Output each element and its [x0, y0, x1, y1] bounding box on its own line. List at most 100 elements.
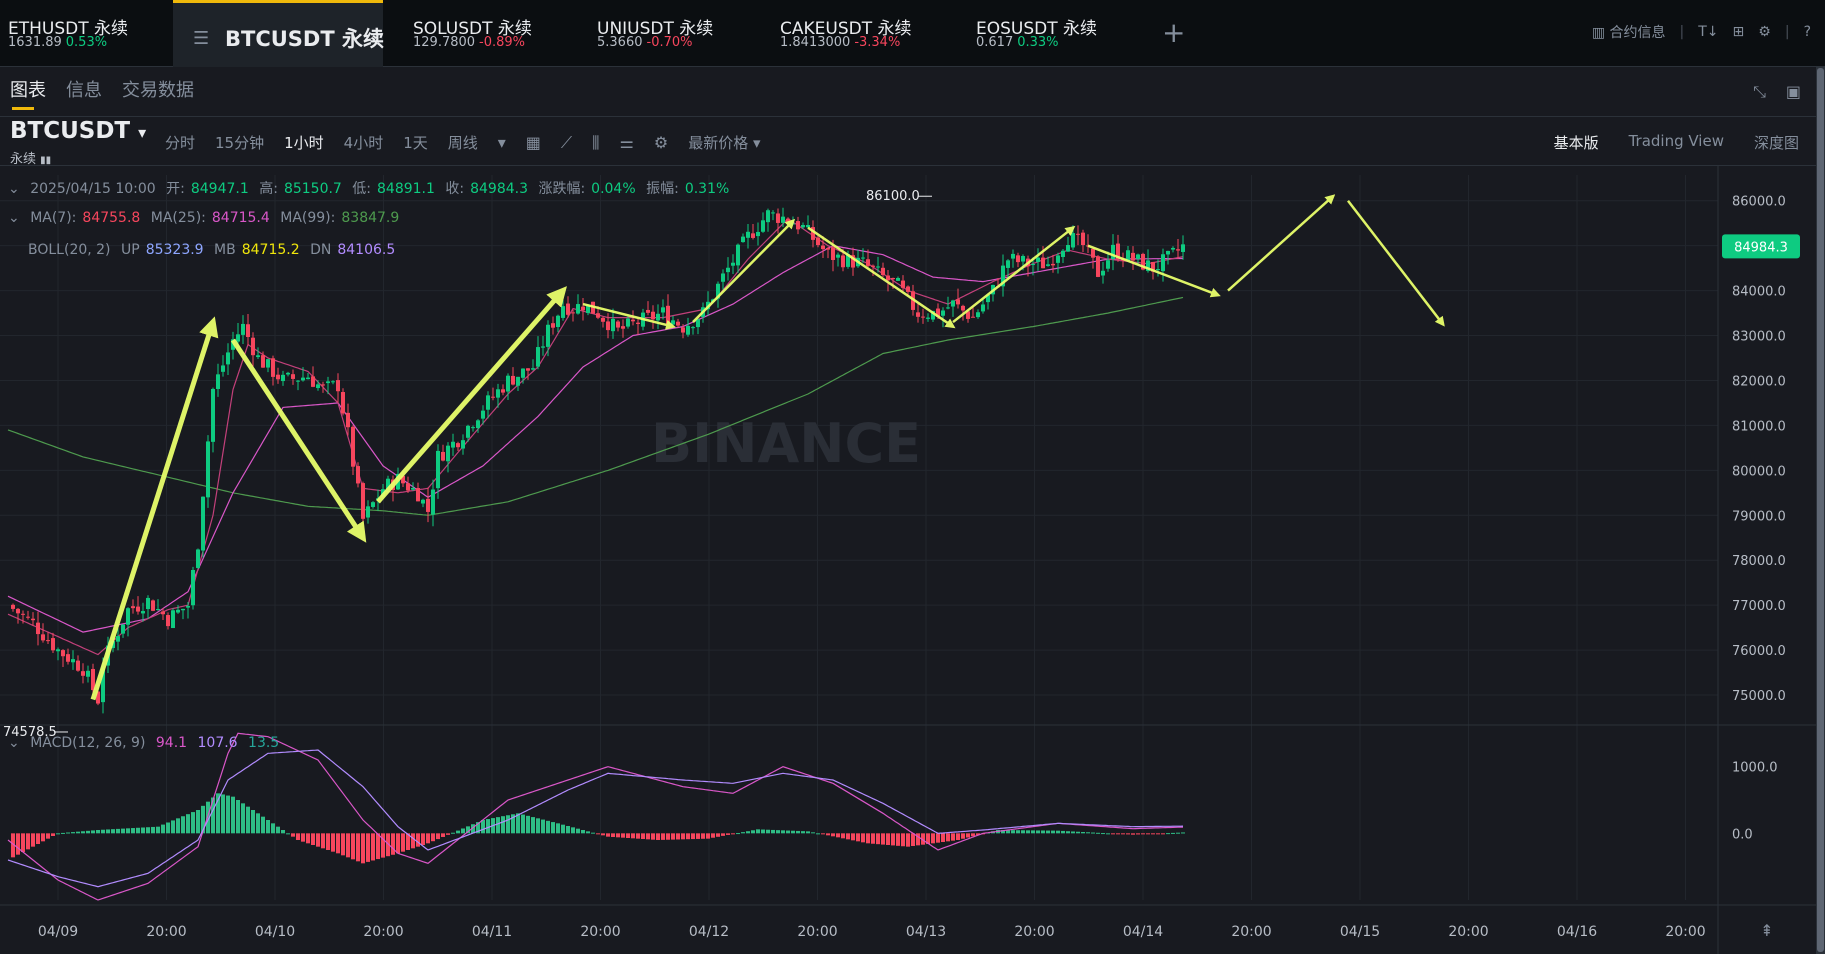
ticker-price: 0.617 — [976, 35, 1014, 50]
bars-icon: ▮▮ — [40, 155, 52, 166]
macd-hist-bar — [696, 833, 700, 839]
macd-hist-bar — [706, 833, 710, 839]
ma-legend: ⌄ MA(7): 84755.8 MA(25): 84715.4 MA(99): 83… — [8, 210, 405, 226]
chart-settings-icon[interactable]: ⚌ — [619, 133, 634, 152]
macd-hist-bar — [921, 833, 925, 845]
interval-button[interactable]: 15分钟 — [215, 134, 265, 152]
macd-hist-bar — [286, 833, 290, 835]
macd-hist-bar — [376, 833, 380, 860]
macd-hist-bar — [321, 833, 325, 849]
price-tick-label: 86000.0 — [1732, 195, 1786, 210]
interval-more-icon[interactable]: ▾ — [497, 133, 506, 152]
macd-hist-bar — [276, 826, 280, 834]
macd-hist-bar — [66, 832, 70, 834]
scrollbar-thumb[interactable] — [1817, 68, 1824, 952]
macd-hist-bar — [571, 827, 575, 834]
macd-hist-bar — [1041, 830, 1045, 834]
indicator-icon[interactable]: ⫼ — [592, 132, 600, 152]
interval-button[interactable]: 4小时 — [343, 134, 384, 152]
time-tick-label: 20:00 — [1665, 924, 1705, 940]
candle-body — [276, 374, 280, 380]
candle-body — [406, 483, 410, 491]
symbol-type: 永续 ▮▮ — [10, 148, 51, 167]
macd-hist-bar — [301, 833, 305, 842]
annotation-arrow — [90, 316, 219, 701]
candle-body — [11, 604, 15, 609]
macd-hist-bar — [1106, 833, 1110, 835]
collapse-icon[interactable]: ⌄ — [8, 210, 20, 226]
macd-hist-bar — [216, 793, 220, 834]
watermark: BINANCE — [651, 412, 921, 475]
annotation-arrows — [90, 194, 1445, 701]
draw-line-icon[interactable]: ⟋ — [560, 132, 573, 152]
macd-hist-bar — [1046, 830, 1050, 834]
candle-body — [26, 616, 30, 618]
ticker-tab-eosusdt[interactable]: EOSUSDT 永续 0.617 0.33% — [968, 0, 1128, 66]
view-tradingview[interactable]: Trading View — [1628, 132, 1724, 150]
candle-body — [776, 213, 780, 223]
symbol-selector[interactable]: BTCUSDT ▾ — [10, 118, 146, 144]
macd-hist-bar — [121, 828, 125, 834]
macd-hist-bar — [71, 832, 75, 834]
layout-icon[interactable]: ▣ — [1785, 82, 1801, 101]
help-icon[interactable]: ? — [1803, 24, 1811, 40]
text-size-icon[interactable]: T↓ — [1698, 24, 1719, 40]
macd-hist-bar — [136, 827, 140, 834]
ticker-price-row: 0.617 0.33% — [976, 35, 1059, 50]
ticker-symbol: SOLUSDT 永续 — [413, 19, 532, 39]
ticker-tab-cakeusdt[interactable]: CAKEUSDT 永续 1.8413000 -3.34% — [772, 0, 952, 66]
macd-dif-value: 94.1 — [155, 735, 188, 751]
price-axis: 86000.085000.084000.083000.082000.081000… — [1722, 195, 1800, 842]
annotation-arrow — [1347, 199, 1445, 327]
tab-chart[interactable]: 图表 — [10, 76, 46, 110]
candle-body — [261, 355, 265, 368]
candle-body — [216, 374, 220, 389]
macd-hist-bar — [916, 833, 920, 846]
collapse-icon[interactable]: ⤡ — [1753, 82, 1766, 101]
candle-body — [401, 475, 405, 484]
ticker-tab-btcusdt[interactable]: ☰ BTCUSDT 永续 — [173, 0, 384, 67]
macd-hist-bar — [611, 833, 615, 837]
candle-body — [981, 304, 985, 312]
interval-button[interactable]: 1天 — [403, 134, 428, 152]
ticker-tab-uniusdt[interactable]: UNIUSDT 永续 5.3660 -0.70% — [589, 0, 749, 66]
interval-button[interactable]: 分时 — [165, 134, 196, 152]
candle-body — [311, 376, 315, 387]
grid-layout-icon[interactable]: ⊞ — [1732, 24, 1745, 40]
ticker-tab-solusdt[interactable]: SOLUSDT 永续 129.7800 -0.89% — [405, 0, 565, 66]
interval-button-selected[interactable]: 1小时 — [284, 134, 324, 152]
macd-hist-bar — [816, 833, 820, 835]
scrollbar[interactable] — [1816, 66, 1825, 954]
candle-body — [1146, 260, 1150, 271]
interval-button[interactable]: 周线 — [447, 134, 478, 152]
macd-hist-bar — [221, 794, 225, 834]
view-basic[interactable]: 基本版 — [1553, 134, 1599, 152]
macd-panel — [7, 732, 1185, 901]
view-depth[interactable]: 深度图 — [1753, 134, 1799, 152]
topbar-actions: ▥ 合约信息 | T↓ ⊞ ⚙ | ? — [1592, 22, 1811, 42]
candle-body — [881, 267, 885, 276]
candle-body — [566, 303, 570, 315]
macd-hist-bar — [1086, 832, 1090, 834]
gear-icon[interactable]: ⚙ — [653, 133, 669, 152]
macd-hist-bar — [176, 818, 180, 834]
candle-body — [741, 236, 745, 243]
gear-icon[interactable]: ⚙ — [1758, 24, 1771, 40]
tab-info[interactable]: 信息 — [66, 80, 102, 101]
tab-trading-data[interactable]: 交易数据 — [122, 80, 194, 101]
macd-hist-bar — [61, 832, 65, 834]
add-ticker-button[interactable]: + — [1162, 16, 1186, 49]
close-label: 收: — [445, 181, 465, 197]
ticker-tab-ethusdt[interactable]: ETHUSDT 永续 1631.89 0.53% — [0, 0, 150, 66]
contract-info-button[interactable]: ▥ 合约信息 — [1592, 22, 1666, 42]
collapse-icon[interactable]: ⌄ — [8, 735, 20, 751]
price-type-select[interactable]: 最新价格 ▾ — [688, 134, 761, 152]
macd-hist-bar — [1036, 830, 1040, 834]
change-value: 0.04% — [591, 181, 636, 197]
macd-hist-bar — [601, 833, 605, 836]
collapse-icon[interactable]: ⌄ — [8, 181, 20, 197]
ticker-price-row: 1631.89 0.53% — [8, 35, 107, 50]
calendar-icon[interactable]: ▦ — [525, 133, 541, 152]
candle-body — [126, 608, 130, 625]
